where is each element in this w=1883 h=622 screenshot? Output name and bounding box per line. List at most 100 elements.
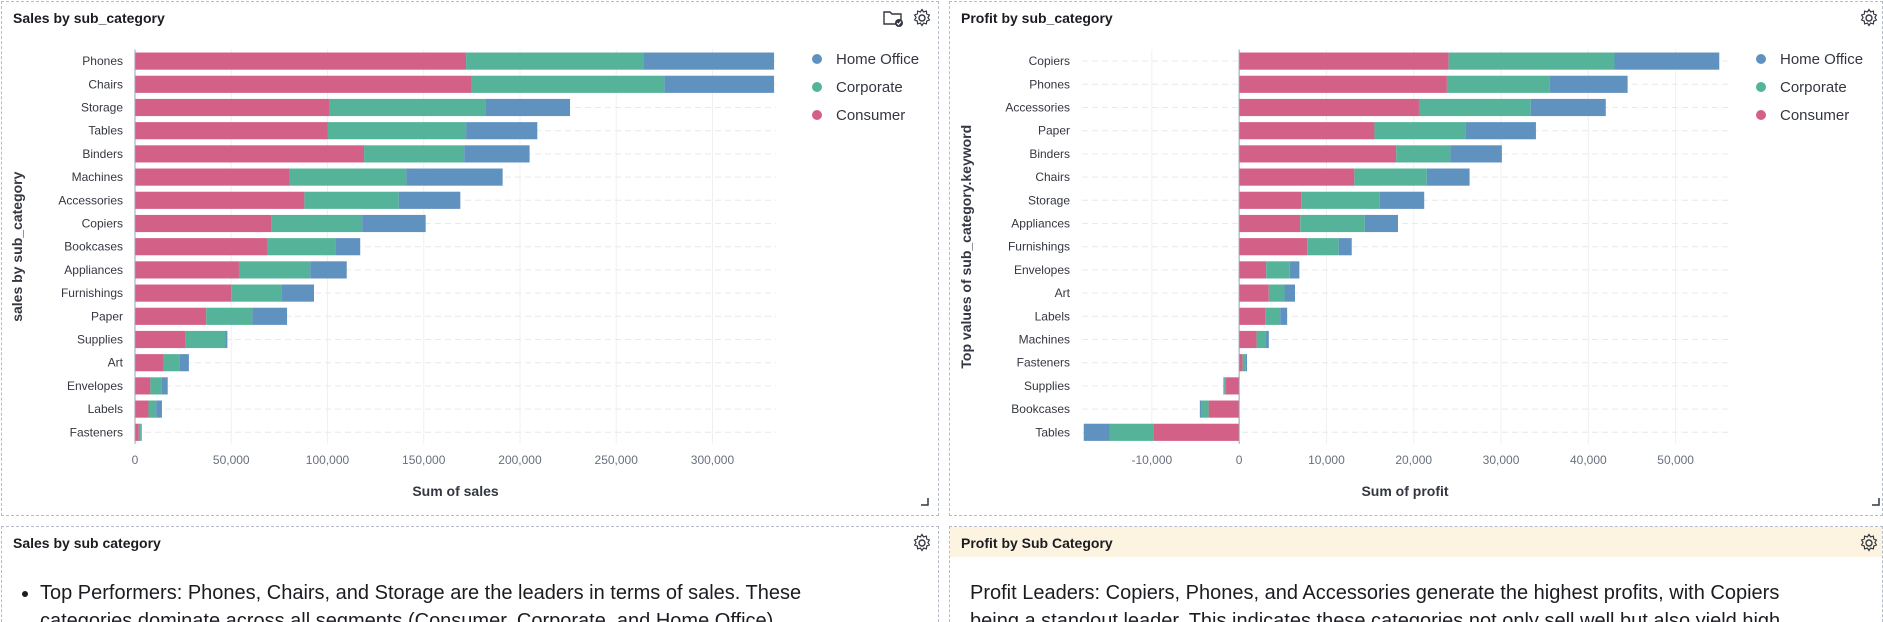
bar-segment [1265,330,1269,349]
gear-icon[interactable] [912,533,932,553]
bar-segment [135,400,149,418]
list-item: Top Performers: Phones, Chairs, and Stor… [40,579,801,607]
bar-segment [185,330,226,349]
x-tick-label: 10,000 [1308,453,1345,467]
bar-segment [1268,284,1285,302]
bar-segment [135,261,239,279]
category-label: Storage [1028,193,1070,207]
bar-segment [1374,122,1466,140]
x-tick-label: 200,000 [498,453,542,467]
bar-segment [1224,377,1227,395]
bar-segment [161,377,168,395]
bar-segment [1239,191,1302,209]
bar-segment [1239,145,1397,163]
bar-segment [1446,75,1550,93]
bar-segment [135,377,151,395]
category-label: Furnishings [61,286,123,300]
bar-segment [1465,122,1536,140]
category-label: Envelopes [67,379,123,393]
sales-text-panel: Sales by sub category Top Performers: Ph… [1,526,939,622]
bar-segment [304,191,399,209]
bar-segment [135,75,472,93]
category-label: Binders [82,147,123,161]
sales-bar-chart: 0 50,000 100,000 150,000 200,000 250,000 300,0… [9,49,919,499]
category-label: Appliances [1011,217,1070,231]
bar-segment [138,423,141,441]
resize-handle-icon[interactable] [921,498,929,506]
x-tick-label: 250,000 [595,453,639,467]
profit-chart-panel: Profit by sub_category -10,000 0 10,000 20,… [949,1,1883,516]
bar-segment [1239,354,1243,372]
category-label: Art [1055,286,1071,300]
gear-icon[interactable] [912,8,932,28]
bar-segment [1239,168,1355,186]
bar-segment [267,238,336,256]
bar-segment [1448,52,1615,70]
bar-segment [135,122,328,140]
panel-title: Profit by sub_category [961,10,1113,26]
bar-segment [1379,191,1425,209]
bar-segment [238,261,311,279]
bar-segment [1239,122,1375,140]
category-label: Tables [88,124,123,138]
category-label: Furnishings [1008,240,1070,254]
bar-segment [1239,261,1267,279]
bar-segment [1239,307,1266,325]
y-axis-title: sales by sub_category [9,171,25,321]
category-label: Binders [1029,147,1070,161]
profit-text-panel: Profit by Sub Category Profit Leaders: C… [949,526,1883,622]
bar-segment [485,98,571,117]
panel-title: Profit by Sub Category [961,535,1113,551]
legend-swatch [812,54,822,64]
x-tick-label: 50,000 [1657,453,1694,467]
folder-check-icon[interactable] [882,8,904,28]
category-label: Copiers [82,217,123,231]
bar-segment [135,423,139,441]
bar-segment [225,330,228,349]
bar-segment [1239,284,1269,302]
gear-icon[interactable] [1859,533,1879,553]
category-label: Paper [1038,124,1070,138]
category-label: Art [108,356,124,370]
legend-label: Home Office [1780,51,1863,68]
y-axis-title: Top values of sub_category.keyword [958,125,974,369]
category-label: Fasteners [70,425,123,439]
legend-label: Consumer [1780,107,1849,124]
bar-segment [335,238,361,256]
category-label: Copiers [1029,54,1070,68]
legend-swatch [1756,110,1766,120]
category-label: Tables [1035,425,1070,439]
bar-segment [140,423,142,441]
bar-segment [1418,98,1531,117]
bar-segment [156,400,162,418]
panel-header-highlight [950,527,1882,557]
legend-label: Consumer [836,107,905,124]
bar-segment [1256,330,1266,349]
category-label: Phones [82,54,123,68]
bar-segment [466,122,538,140]
bar-segment [1226,377,1240,395]
x-tick-label: 20,000 [1395,453,1432,467]
bar-segment [1300,214,1365,233]
x-tick-label: 30,000 [1483,453,1520,467]
bar-segment [310,261,347,279]
bar-segment [1450,145,1502,163]
gear-icon[interactable] [1859,8,1879,28]
resize-handle-icon[interactable] [1872,498,1880,506]
bar-segment [1364,214,1399,233]
bar-segment [148,400,157,418]
category-label: Supplies [1024,379,1070,393]
bar-segment [1530,98,1606,117]
bar-segment [1245,354,1247,372]
bar-segment [271,214,363,233]
category-label: Labels [1035,309,1070,323]
legend-swatch [812,110,822,120]
bar-segment [1301,191,1380,209]
x-axis-title: Sum of profit [1361,483,1448,499]
bar-segment [150,377,162,395]
bar-segment [406,168,503,186]
category-label: Chairs [1035,170,1070,184]
bar-segment [135,52,467,70]
bar-segment [1201,400,1209,418]
legend-label: Corporate [1780,79,1847,96]
